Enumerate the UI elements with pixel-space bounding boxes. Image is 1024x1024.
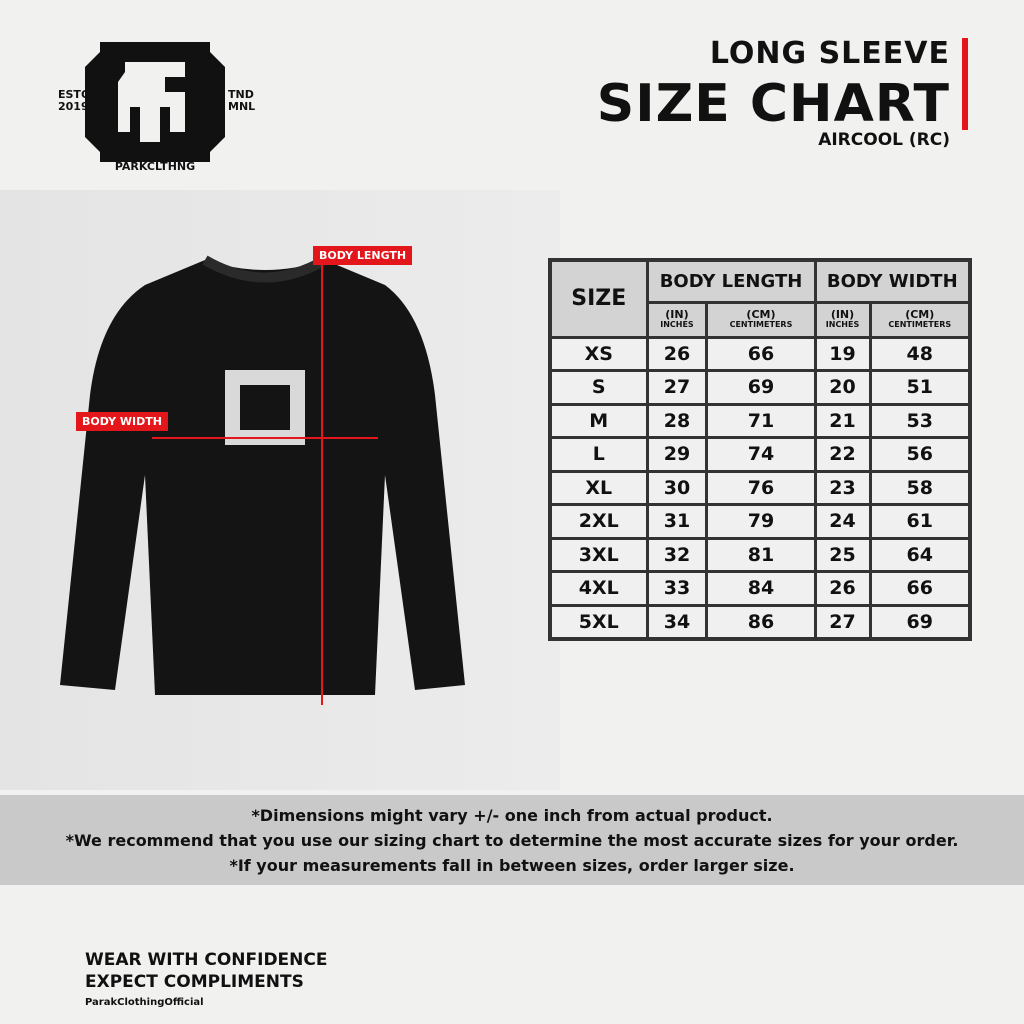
shirt-illustration — [60, 255, 465, 705]
svg-text:PARKCLTHNG: PARKCLTHNG — [115, 160, 195, 172]
note: *We recommend that you use our sizing ch… — [65, 831, 959, 850]
size-cell: M — [548, 402, 649, 439]
svg-text:ESTO: ESTO — [58, 88, 90, 101]
measurement-cell: 64 — [868, 536, 972, 573]
page-title: SIZE CHART — [596, 74, 950, 134]
size-cell: XS — [548, 335, 649, 372]
brand-handle: ParakClothingOfficial — [85, 997, 204, 1008]
group-header: BODY WIDTH — [813, 258, 972, 304]
note: *Dimensions might vary +/- one inch from… — [251, 806, 773, 825]
measurement-cell: 25 — [813, 536, 872, 573]
measurement-cell: 26 — [813, 570, 872, 607]
slogan-1: WEAR WITH CONFIDENCE — [85, 950, 328, 970]
unit-header: (CM) CENTIMETERS — [705, 300, 817, 339]
measurement-cell: 19 — [813, 335, 872, 372]
table-row: 5XL 34 86 27 69 — [548, 603, 972, 640]
measurement-cell: 79 — [705, 503, 817, 540]
measurement-cell: 53 — [868, 402, 972, 439]
measurement-cell: 81 — [705, 536, 817, 573]
brand-logo: ESTO 2019 TND MNL PARKCLTHNG — [58, 42, 255, 172]
measurement-cell: 66 — [868, 570, 972, 607]
measurement-cell: 31 — [645, 503, 709, 540]
measurement-cell: 61 — [868, 503, 972, 540]
measurement-cell: 23 — [813, 469, 872, 506]
measurement-cell: 32 — [645, 536, 709, 573]
size-cell: XL — [548, 469, 649, 506]
unit-header: (IN) INCHES — [813, 300, 872, 339]
group-header: BODY LENGTH — [645, 258, 817, 304]
measurement-cell: 20 — [813, 369, 872, 406]
measurement-cell: 66 — [705, 335, 817, 372]
measurement-cell: 34 — [645, 603, 709, 640]
measurement-cell: 24 — [813, 503, 872, 540]
size-cell: L — [548, 436, 649, 473]
size-cell: 4XL — [548, 570, 649, 607]
table-row: 3XL 32 81 25 64 — [548, 536, 972, 573]
measurement-cell: 76 — [705, 469, 817, 506]
measurement-cell: 27 — [645, 369, 709, 406]
measurement-cell: 48 — [868, 335, 972, 372]
svg-text:MNL: MNL — [228, 100, 255, 113]
measurement-cell: 56 — [868, 436, 972, 473]
table-row: 2XL 31 79 24 61 — [548, 503, 972, 540]
measurement-cell: 74 — [705, 436, 817, 473]
measurement-cell: 69 — [868, 603, 972, 640]
size-chart-table: SIZE BODY LENGTH BODY WIDTH (IN) INCHES (C… — [548, 258, 972, 641]
measurement-cell: 21 — [813, 402, 872, 439]
table-row: S 27 69 20 51 — [548, 369, 972, 406]
measurement-cell: 22 — [813, 436, 872, 473]
measurement-cell: 26 — [645, 335, 709, 372]
svg-text:TND: TND — [228, 88, 254, 101]
product-variant: AIRCOOL (RC) — [818, 130, 950, 150]
size-header: SIZE — [548, 258, 649, 339]
measurement-cell: 71 — [705, 402, 817, 439]
size-cell: 5XL — [548, 603, 649, 640]
size-cell: 2XL — [548, 503, 649, 540]
unit-header: (IN) INCHES — [645, 300, 709, 339]
table-row: XL 30 76 23 58 — [548, 469, 972, 506]
table-row: L 29 74 22 56 — [548, 436, 972, 473]
note: *If your measurements fall in between si… — [229, 856, 795, 875]
svg-text:2019: 2019 — [58, 100, 89, 113]
notes-band: *Dimensions might vary +/- one inch from… — [0, 795, 1024, 885]
table-row: 4XL 33 84 26 66 — [548, 570, 972, 607]
measurement-cell: 29 — [645, 436, 709, 473]
size-cell: S — [548, 369, 649, 406]
slogan-2: EXPECT COMPLIMENTS — [85, 972, 304, 992]
unit-header: (CM) CENTIMETERS — [868, 300, 972, 339]
measurement-cell: 58 — [868, 469, 972, 506]
size-cell: 3XL — [548, 536, 649, 573]
table-row: M 28 71 21 53 — [548, 402, 972, 439]
measurement-cell: 51 — [868, 369, 972, 406]
body-length-tag: BODY LENGTH — [313, 246, 413, 265]
measurement-cell: 69 — [705, 369, 817, 406]
measurement-cell: 30 — [645, 469, 709, 506]
measurement-cell: 28 — [645, 402, 709, 439]
measurement-cell: 27 — [813, 603, 872, 640]
table-row: XS 26 66 19 48 — [548, 335, 972, 372]
measurement-cell: 86 — [705, 603, 817, 640]
product-type: LONG SLEEVE — [709, 36, 950, 71]
accent-bar — [962, 38, 968, 130]
measurement-cell: 33 — [645, 570, 709, 607]
body-width-tag: BODY WIDTH — [76, 412, 168, 431]
measurement-cell: 84 — [705, 570, 817, 607]
